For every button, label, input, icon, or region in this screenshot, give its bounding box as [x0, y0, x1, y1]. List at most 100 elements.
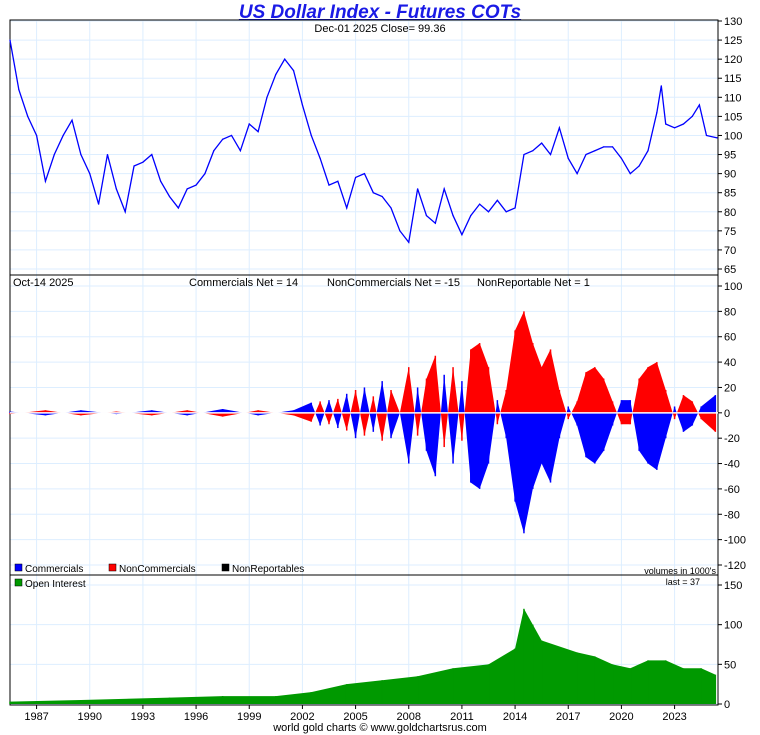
price-point [523, 153, 525, 156]
price-point [408, 241, 410, 243]
y-tick-label: 90 [724, 169, 736, 181]
x-tick-label: 2014 [503, 711, 527, 723]
price-point [151, 153, 153, 156]
price-header: Dec-01 2025 Close= 99.36 [314, 23, 445, 35]
y-tick-label: -100 [724, 535, 746, 547]
legend-swatch [108, 563, 117, 572]
price-point [660, 85, 662, 87]
price-point [461, 234, 463, 236]
y-tick-label: 100 [724, 620, 742, 632]
price-point [487, 211, 490, 213]
y-tick-label: 0 [724, 699, 730, 711]
y-tick-label: -80 [724, 509, 740, 521]
footer-credit: world gold charts © www.goldchartsrus.co… [273, 722, 487, 734]
y-tick-label: 65 [724, 264, 736, 276]
legend-swatch [221, 563, 230, 572]
price-point [363, 173, 366, 175]
x-tick-label: 2008 [397, 711, 421, 723]
price-point [301, 104, 304, 106]
price-point [541, 142, 543, 144]
legend-swatch [14, 563, 23, 572]
y-tick-label: 70 [724, 245, 736, 257]
commercials-net-label: Commercials Net = 14 [189, 277, 298, 289]
x-tick-label: 2017 [556, 711, 580, 723]
price-point [328, 184, 330, 186]
price-point [89, 173, 91, 175]
price-point [204, 173, 206, 175]
price-point [168, 195, 171, 198]
price-point [106, 153, 109, 156]
nonreportable-net-label: NonReportable Net = 1 [477, 277, 590, 289]
price-point [381, 195, 383, 198]
price-point [390, 207, 392, 209]
x-tick-label: 1990 [78, 711, 102, 723]
price-point [691, 115, 693, 117]
y-tick-label: 40 [724, 357, 736, 369]
price-point [443, 188, 445, 190]
price-point [133, 165, 135, 167]
price-point [239, 150, 241, 152]
price-point [71, 119, 73, 121]
x-tick-label: 2005 [343, 711, 367, 723]
legend-label: Commercials [25, 564, 83, 575]
y-tick-label: 125 [724, 35, 742, 47]
price-point [53, 153, 55, 156]
price-point [275, 73, 277, 76]
price-point [248, 123, 250, 125]
y-tick-label: 80 [724, 306, 736, 318]
price-point [292, 70, 295, 72]
legend-swatch-open-interest [14, 578, 23, 587]
price-point [62, 134, 64, 137]
x-tick-label: 1993 [131, 711, 155, 723]
y-tick-label: 60 [724, 332, 736, 344]
y-tick-label: 80 [724, 207, 736, 219]
price-point [629, 173, 631, 175]
y-tick-label: -60 [724, 484, 740, 496]
legend-label: NonCommercials [119, 564, 196, 575]
price-point [514, 207, 516, 209]
price-point [27, 115, 29, 117]
price-point [417, 188, 419, 190]
open-interest-area [10, 608, 716, 704]
price-point [665, 123, 667, 125]
price-point [80, 153, 82, 156]
y-tick-label: 85 [724, 188, 736, 200]
legend-label-open-interest: Open Interest [25, 579, 86, 590]
price-point [656, 111, 658, 114]
price-point [611, 146, 614, 148]
price-point [18, 89, 20, 91]
y-tick-label: 0 [724, 408, 730, 420]
price-point [682, 123, 685, 125]
price-point [698, 104, 700, 106]
price-point [319, 157, 321, 159]
y-tick-label: -120 [724, 560, 746, 572]
y-tick-label: 120 [724, 54, 742, 66]
price-point [505, 211, 507, 213]
y-tick-label: 105 [724, 111, 742, 123]
price-point [673, 127, 676, 129]
price-point [532, 150, 534, 152]
y-tick-label: -40 [724, 459, 740, 471]
price-point [425, 214, 428, 217]
x-tick-label: 1987 [24, 711, 48, 723]
price-point [284, 58, 286, 60]
price-point [716, 137, 718, 139]
price-point [98, 203, 100, 205]
price-point [470, 214, 472, 217]
y-tick-label: 110 [724, 92, 742, 104]
price-point [195, 184, 197, 186]
price-point [115, 188, 117, 190]
price-point [337, 180, 339, 182]
x-tick-label: 1999 [237, 711, 261, 723]
price-point [124, 211, 126, 213]
price-point [549, 153, 552, 156]
x-tick-label: 1996 [184, 711, 208, 723]
y-tick-label: 150 [724, 580, 742, 592]
price-point [567, 157, 569, 159]
legend-label: NonReportables [232, 564, 304, 575]
price-point [434, 222, 436, 224]
cot-date: Oct-14 2025 [13, 277, 74, 289]
price-point [222, 138, 224, 140]
price-point [257, 131, 259, 133]
x-tick-label: 2020 [609, 711, 633, 723]
